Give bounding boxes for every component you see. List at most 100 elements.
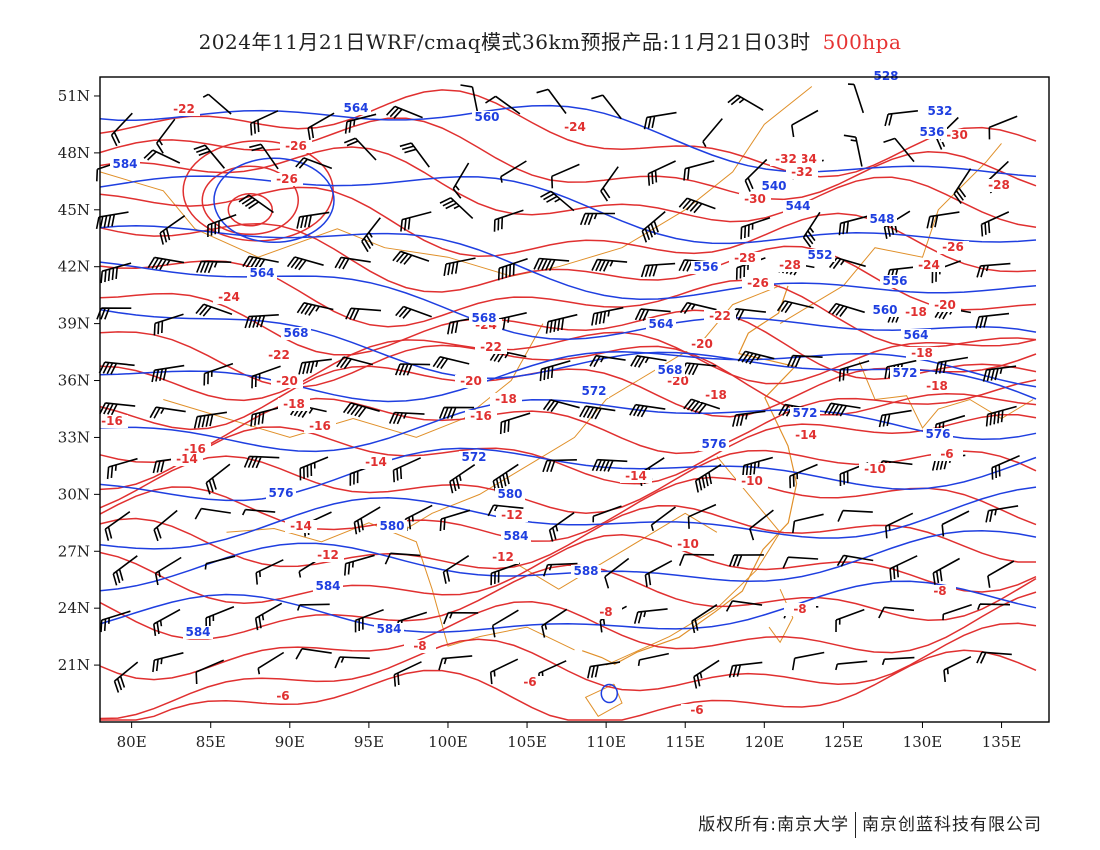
wind-barb — [889, 555, 918, 581]
temperature-contour-label: -26 — [747, 276, 769, 290]
temperature-contour-label: -6 — [940, 447, 953, 461]
temperature-contour-label: -6 — [523, 675, 536, 689]
wind-barb — [542, 459, 577, 473]
wind-barb — [345, 307, 382, 321]
longitude-axis: 80E 85E 90E 95E 100E 105E 110E 115E 120E 125E 130E… — [117, 722, 1022, 751]
wind-barb — [487, 504, 524, 517]
temperature-low-contour — [227, 193, 274, 227]
height-contour-label: 564 — [903, 328, 928, 342]
wind-barb — [932, 557, 960, 585]
wind-barb — [295, 647, 332, 660]
temperature-contour-label: -6 — [276, 689, 289, 703]
temperature-contour-label: -10 — [864, 462, 886, 476]
temperature-contour-label: -20 — [276, 374, 298, 388]
label-background — [672, 538, 704, 551]
label-background — [459, 451, 489, 464]
wind-barb — [439, 509, 471, 532]
height-contour-label: 548 — [869, 212, 894, 226]
wind-barb — [257, 651, 285, 675]
temperature-contour-label: -20 — [667, 374, 689, 388]
label-background — [931, 448, 963, 461]
label-background — [662, 375, 694, 388]
wind-barb — [353, 506, 381, 535]
wind-barb — [787, 354, 823, 368]
wind-barb — [438, 406, 475, 419]
wind-barb — [251, 365, 281, 389]
label-background — [924, 585, 956, 598]
wind-barb — [153, 313, 184, 336]
label-background — [729, 252, 761, 265]
height-contour-label: 556 — [882, 274, 907, 288]
temperature-contour-label: -8 — [599, 605, 612, 619]
wind-barb — [640, 262, 676, 278]
wind-barb — [824, 402, 861, 417]
temperature-contour-label: -8 — [933, 584, 946, 598]
label-background — [404, 640, 436, 653]
wind-barb — [847, 83, 865, 114]
wind-barb — [497, 257, 528, 281]
wind-barb — [439, 197, 474, 219]
temperature-contour-label: -24 — [918, 258, 940, 272]
wind-barb — [452, 162, 470, 199]
label-background — [700, 389, 732, 402]
temperature-contour-label: -32 — [791, 165, 813, 179]
lat-tick-label: 45N — [58, 201, 90, 219]
lon-tick-label: 115E — [665, 733, 705, 751]
label-background — [455, 375, 487, 388]
temperature-contour-line — [99, 414, 1037, 491]
temperature-contour-label: -32 — [775, 152, 797, 166]
wind-barb — [835, 608, 865, 633]
wind-barb — [678, 553, 715, 566]
temperature-contour-line — [99, 591, 1037, 681]
wind-barb — [307, 112, 335, 141]
lon-tick-label: 135E — [982, 733, 1022, 751]
wind-barb — [250, 406, 282, 427]
wind-barb — [205, 605, 235, 630]
wind-barb — [438, 655, 473, 671]
wind-barb — [691, 604, 718, 634]
wind-barb — [644, 560, 673, 588]
wind-barb — [802, 211, 821, 248]
height-contour-label: 568 — [657, 363, 682, 377]
wind-barb — [732, 410, 766, 427]
wind-barb — [926, 211, 960, 229]
lat-tick-label: 27N — [58, 542, 90, 560]
temperature-contour-label: -22 — [268, 348, 290, 362]
lat-tick-label: 21N — [58, 656, 90, 674]
wind-barb — [207, 213, 237, 238]
temperature-contour-line — [99, 505, 1036, 570]
wind-barb — [540, 190, 575, 212]
wind-barb — [643, 111, 677, 130]
wind-barb — [255, 559, 284, 585]
wind-barb — [545, 313, 578, 334]
wind-barb — [152, 652, 184, 673]
label-background — [281, 327, 311, 340]
label-background — [501, 530, 531, 543]
wind-barb — [687, 503, 717, 529]
wind-barb — [678, 197, 716, 214]
temperature-contour-line — [99, 564, 1037, 640]
wind-barb — [159, 215, 186, 245]
label-background — [917, 126, 947, 139]
wind-barb — [296, 603, 330, 611]
height-contour-label: 584 — [315, 579, 340, 593]
pressure-level-label: 500hpa — [822, 30, 902, 54]
wind-barb — [394, 363, 431, 376]
wind-barb — [194, 507, 231, 520]
height-contour-label: 572 — [581, 384, 606, 398]
wind-barb — [976, 651, 1012, 664]
wind-barb — [791, 109, 819, 138]
label-background — [786, 166, 818, 179]
wind-barb — [587, 661, 621, 679]
wind-barb — [153, 608, 181, 637]
label-background — [96, 415, 128, 428]
wind-barb — [650, 506, 676, 532]
label-background — [983, 179, 1015, 192]
label-background — [495, 488, 525, 501]
wind-barb — [953, 168, 972, 204]
label-background — [271, 375, 303, 388]
temperature-contour-label: -22 — [173, 102, 195, 116]
wind-barb — [384, 552, 421, 565]
border-line — [163, 323, 544, 438]
wind-barb — [205, 463, 231, 495]
